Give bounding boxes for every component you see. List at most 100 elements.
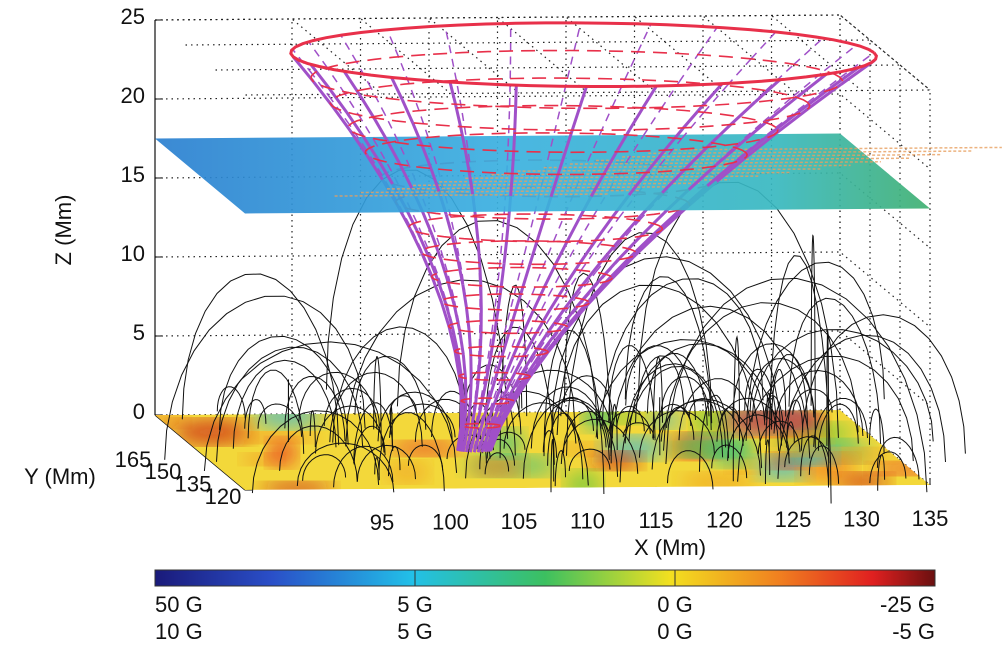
- funnel-meridian: [751, 32, 776, 59]
- funnel-meridian: [511, 174, 513, 196]
- funnel-meridian: [491, 333, 495, 356]
- funnel-meridian: [341, 35, 357, 62]
- colorbar-label: 50 G: [155, 592, 203, 617]
- funnel-meridian: [824, 45, 856, 71]
- funnel-meridian: [596, 218, 612, 241]
- colorbar-label: 5 G: [397, 592, 432, 617]
- funnel-meridian: [512, 151, 513, 173]
- funnel-meridian: [731, 102, 755, 125]
- funnel-meridian: [462, 402, 463, 427]
- funnel-meridian: [392, 77, 403, 100]
- funnel-meridian: [532, 268, 543, 294]
- colorbar: [155, 570, 935, 586]
- floor-patch: [564, 471, 602, 499]
- funnel-meridian: [625, 52, 638, 79]
- funnel-meridian: [514, 268, 521, 294]
- funnel-meridian: [504, 241, 507, 264]
- z-tick-label: 20: [121, 83, 145, 108]
- funnel-meridian: [556, 241, 568, 264]
- funnel-meridian: [596, 246, 617, 272]
- x-tick-label: 110: [570, 508, 605, 533]
- funnel-meridian: [554, 106, 561, 133]
- z-tick-label: 0: [133, 399, 145, 424]
- funnel-meridian: [537, 219, 544, 242]
- funnel-meridian: [422, 211, 432, 235]
- field-line: [390, 396, 417, 415]
- funnel-meridian: [451, 53, 456, 80]
- x-axis-label: X (Mm): [634, 535, 706, 560]
- floor-patch: [870, 462, 944, 475]
- funnel-meridian: [528, 214, 535, 241]
- funnel-meridian: [387, 30, 398, 57]
- funnel-meridian: [516, 85, 517, 107]
- funnel-meridian: [777, 109, 809, 133]
- z-tick-label: 10: [121, 241, 145, 266]
- funnel-meridian: [313, 81, 332, 106]
- x-tick-label: 120: [706, 507, 743, 532]
- grid-line: [292, 19, 382, 414]
- funnel-meridian: [530, 242, 537, 265]
- x-tick-label: 125: [775, 507, 812, 532]
- funnel-meridian: [409, 84, 419, 111]
- funnel-meridian: [371, 88, 385, 114]
- funnel-meridian: [460, 330, 464, 354]
- funnel-meridian: [515, 107, 516, 129]
- funnel-meridian: [636, 230, 662, 254]
- funnel-meridian: [579, 87, 586, 109]
- funnel-meridian: [359, 95, 373, 118]
- funnel-meridian: [643, 109, 661, 136]
- funnel-meridian: [498, 287, 501, 310]
- floor-patch: [679, 473, 757, 492]
- funnel-meridian: [469, 331, 471, 355]
- funnel-meridian: [568, 51, 575, 79]
- funnel-meridian: [679, 55, 698, 82]
- funnel-meridian: [507, 218, 509, 241]
- x-tick-label: 115: [638, 508, 673, 533]
- funnel-meridian: [630, 108, 643, 130]
- x-tick-label: 100: [432, 509, 469, 534]
- funnel-meridian: [755, 80, 780, 102]
- funnel-meridian: [578, 216, 593, 243]
- funnel-meridian: [480, 332, 481, 356]
- funnel-ring: [311, 51, 843, 109]
- z-axis-label: Z (Mm): [51, 195, 76, 266]
- funnel-meridian: [445, 26, 451, 53]
- funnel-meridian: [478, 240, 480, 263]
- colorbar-label: 10 G: [155, 619, 203, 644]
- y-axis-label: Y (Mm): [24, 464, 96, 489]
- floor-patch: [470, 457, 526, 475]
- z-tick-label: 5: [133, 320, 145, 345]
- slice-plane: [155, 134, 1002, 214]
- colorbar-label: -25 G: [880, 592, 935, 617]
- funnel-meridian: [466, 308, 469, 332]
- funnel-meridian: [510, 79, 511, 106]
- colorbar-label: -5 G: [892, 619, 935, 644]
- funnel-meridian: [794, 38, 823, 64]
- funnel-meridian: [567, 219, 579, 242]
- funnel-meridian: [446, 214, 452, 237]
- funnel-meridian: [513, 333, 523, 356]
- funnel-meridian: [643, 86, 657, 108]
- funnel-meridian: [461, 377, 463, 401]
- funnel-meridian: [572, 108, 579, 130]
- colorbar-label: 0 G: [657, 619, 692, 644]
- funnel-meridian: [455, 306, 460, 330]
- funnel-meridian: [548, 308, 565, 331]
- funnel-ring: [421, 241, 636, 264]
- funnel-meridian: [478, 356, 480, 380]
- plane: [155, 134, 930, 214]
- z-tick-label: 25: [121, 4, 145, 29]
- funnel-meridian: [465, 403, 466, 427]
- x-tick-label: 130: [843, 506, 880, 531]
- funnel-meridian: [476, 217, 478, 240]
- funnel-meridian: [574, 23, 581, 51]
- funnel-meridian: [480, 263, 481, 286]
- x-tick-label: 135: [912, 506, 949, 531]
- x-tick-label: 95: [370, 510, 394, 535]
- y-tick-label: 165: [115, 447, 152, 472]
- funnel-meridian: [470, 379, 471, 403]
- colorbar-label: 0 G: [657, 592, 692, 617]
- z-tick-label: 15: [121, 162, 145, 187]
